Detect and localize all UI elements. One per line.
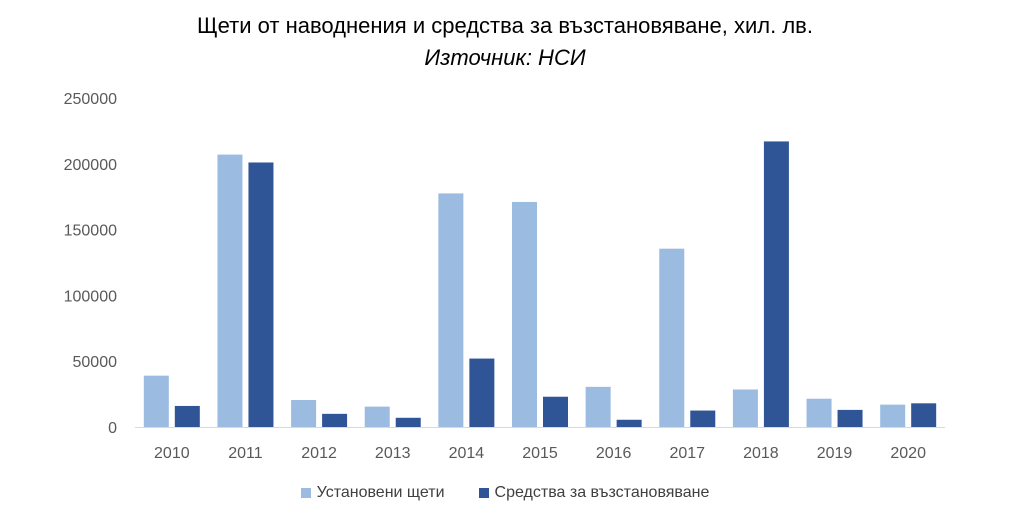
x-tick-label: 2018 [743,445,779,462]
legend-item-damages: Установени щети [300,484,445,502]
x-tick-label: 2011 [228,445,263,462]
legend-label-recovery-funds: Средства за възстановяване [494,484,710,501]
bar-recovery-funds-2010 [174,405,200,427]
bar-recovery-funds-2013 [395,417,421,427]
legend-item-recovery-funds: Средства за възстановяване [478,484,710,502]
y-tick-label: 50000 [73,354,118,371]
y-tick-label: 100000 [64,288,117,305]
y-tick-label: 0 [108,420,117,437]
bar-damages-2017 [659,248,685,427]
bar-damages-2018 [732,389,758,427]
bar-recovery-funds-2019 [837,409,863,427]
bar-damages-2019 [806,398,832,427]
x-tick-label: 2016 [596,445,632,462]
bar-recovery-funds-2020 [911,403,937,427]
y-tick-label: 250000 [64,91,117,108]
x-tick-label: 2019 [817,445,853,462]
x-tick-label: 2013 [375,445,411,462]
bar-damages-2016 [585,386,611,427]
chart-title: Щети от наводнения и средства за възстан… [197,13,813,38]
legend-label-damages: Установени щети [316,484,445,501]
bar-damages-2011 [217,154,243,427]
bar-recovery-funds-2014 [469,358,495,427]
x-tick-label: 2020 [890,445,926,462]
bar-damages-2014 [438,193,464,427]
bar-damages-2015 [512,201,537,427]
bar-damages-2010 [143,375,169,427]
bar-recovery-funds-2017 [690,410,716,427]
bar-recovery-funds-2015 [543,396,568,427]
bar-damages-2013 [364,406,390,427]
y-tick-label: 200000 [64,157,117,174]
y-tick-label: 150000 [64,223,117,240]
bar-damages-2020 [880,404,906,427]
chart-subtitle: Източник: НСИ [424,45,586,70]
bar-recovery-funds-2016 [616,419,642,427]
legend-swatch-recovery-funds [478,488,489,498]
bar-recovery-funds-2018 [763,141,789,428]
bar-recovery-funds-2012 [322,413,348,427]
legend: Установени щети Средства за възстановява… [0,484,1010,502]
x-tick-label: 2015 [522,445,558,462]
bar-damages-2012 [291,400,317,427]
x-tick-label: 2010 [154,445,190,462]
bar-recovery-funds-2011 [248,162,274,427]
x-tick-label: 2012 [301,445,337,462]
x-tick-label: 2014 [449,445,485,462]
x-tick-label: 2017 [669,445,705,462]
legend-swatch-damages [300,488,311,498]
